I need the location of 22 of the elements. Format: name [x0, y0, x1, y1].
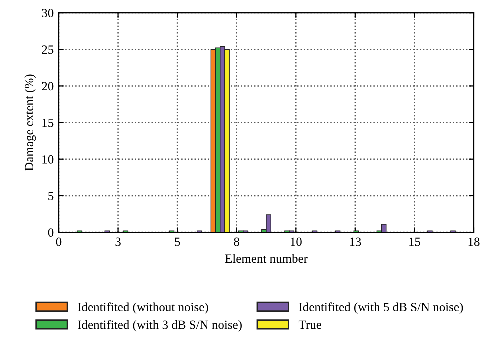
legend-label: Identifited (with 5 dB S/N noise) — [299, 302, 464, 314]
x-tick-label: 0 — [56, 238, 62, 246]
y-tick-label: 30 — [42, 9, 54, 18]
y-tick-label: 0 — [48, 228, 54, 238]
legend-label: Identifited (with 3 dB S/N noise) — [78, 320, 242, 332]
x-tick-label: 15 — [410, 238, 420, 246]
y-tick-label: 25 — [42, 46, 54, 54]
legend-label: Identifited (without noise) — [78, 302, 208, 314]
y-tick-label: 5 — [48, 192, 54, 200]
x-axis-title: Element number — [225, 254, 308, 264]
x-tick-label: 18 — [468, 238, 480, 246]
x-tick-label: 5 — [175, 238, 180, 246]
x-tick-label: 8 — [234, 238, 240, 246]
x-tick-label: 13 — [350, 238, 362, 246]
y-axis-title: Damage extent (%) — [24, 74, 36, 172]
y-tick-label: 10 — [42, 155, 54, 164]
x-tick-label: 3 — [116, 238, 121, 246]
x-tick-label: 10 — [290, 238, 302, 246]
legend-label: True — [298, 320, 322, 330]
y-tick-label: 20 — [42, 82, 54, 91]
bar — [381, 224, 387, 233]
y-tick-label: 15 — [42, 118, 54, 128]
